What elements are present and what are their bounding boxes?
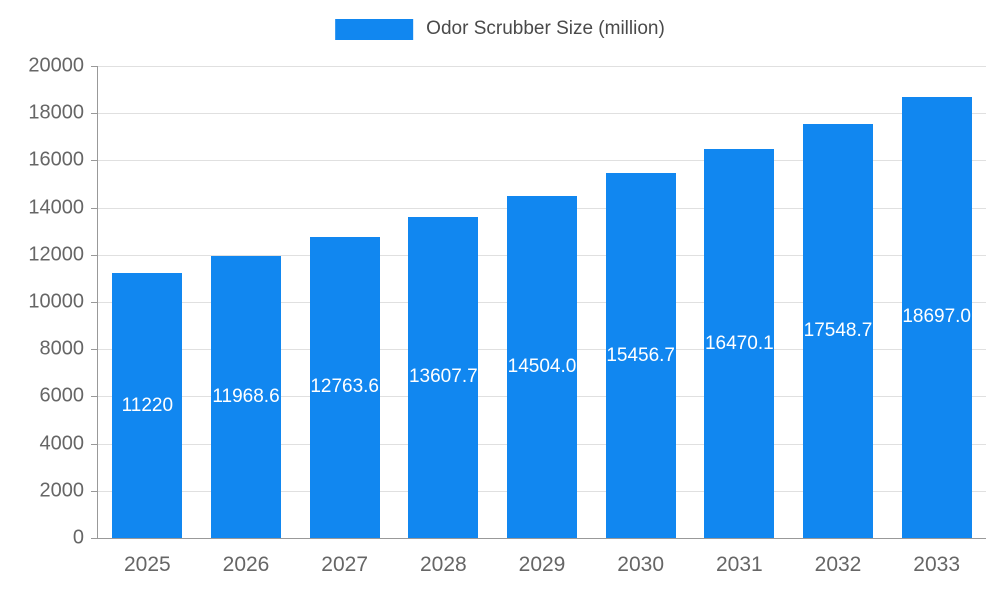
x-axis-label: 2027 — [321, 553, 369, 576]
legend-swatch — [335, 18, 414, 40]
gridline — [98, 160, 986, 162]
y-axis-label: 6000 — [39, 384, 85, 407]
bar-value-label: 18697.0 — [902, 306, 971, 328]
gridline — [98, 66, 986, 67]
y-axis-label: 16000 — [28, 148, 84, 171]
x-axis-label: 2028 — [419, 553, 467, 576]
y-axis-label: 8000 — [39, 337, 85, 360]
y-axis-tick — [91, 66, 98, 67]
x-axis-label: 2026 — [222, 553, 270, 576]
y-axis-tick — [91, 160, 98, 162]
bar-2026[interactable]: 11968.6 — [211, 255, 281, 538]
y-axis-tick — [91, 302, 98, 303]
x-axis-label: 2029 — [518, 553, 566, 576]
bar-value-label: 16470.1 — [704, 332, 774, 354]
bar-2027[interactable]: 12763.6 — [309, 236, 380, 538]
plot-area: 0 2000 4000 6000 8000 10000 12000 14000 16000 180… — [28, 55, 986, 576]
y-axis-label: 14000 — [28, 196, 84, 219]
bar-value-label: 12763.6 — [310, 376, 379, 398]
y-axis-label: 10000 — [28, 290, 84, 313]
x-axis-label: 2031 — [715, 553, 763, 576]
x-axis-label: 2032 — [814, 553, 862, 576]
bar-value-label: 11968.6 — [212, 385, 280, 407]
bar-2031[interactable]: 16470.1 — [704, 149, 775, 538]
y-axis-tick — [91, 349, 98, 351]
x-axis-label: 2025 — [123, 553, 171, 576]
bar-2029[interactable]: 14504.0 — [507, 195, 577, 538]
gridline — [98, 113, 986, 115]
bar-2033[interactable]: 18697.0 — [901, 96, 972, 538]
y-axis-tick — [91, 490, 98, 492]
bar-2025[interactable]: 11220 — [112, 273, 183, 538]
y-axis-label: 2000 — [39, 479, 85, 502]
legend-item[interactable]: Odor Scrubber Size (million) — [335, 18, 665, 40]
y-axis-label: 20000 — [28, 54, 84, 77]
y-axis-tick — [91, 254, 98, 256]
y-axis-tick — [91, 538, 98, 539]
y-axis-tick — [91, 113, 98, 115]
y-axis-tick — [91, 443, 98, 445]
legend-label: Odor Scrubber Size (million) — [426, 18, 665, 39]
y-axis-label: 4000 — [39, 432, 85, 455]
y-axis-tick — [91, 207, 98, 209]
bar-value-label: 14504.0 — [507, 355, 577, 377]
bar-2032[interactable]: 17548.7 — [803, 123, 873, 538]
y-axis-label: 12000 — [28, 243, 84, 266]
bar-2030[interactable]: 15456.7 — [605, 173, 676, 538]
bar-2028[interactable]: 13607.7 — [408, 216, 479, 538]
bar-value-label: 13607.7 — [408, 366, 478, 388]
y-axis-label: 18000 — [28, 101, 84, 124]
bar-value-label: 15456.7 — [606, 344, 675, 366]
y-axis-tick — [91, 396, 98, 398]
bar-value-label: 17548.7 — [803, 319, 873, 341]
bar-value-label: 11220 — [121, 394, 174, 416]
x-axis-label: 2030 — [617, 553, 665, 576]
y-axis-label: 0 — [72, 526, 84, 549]
x-axis-label: 2033 — [913, 553, 961, 576]
